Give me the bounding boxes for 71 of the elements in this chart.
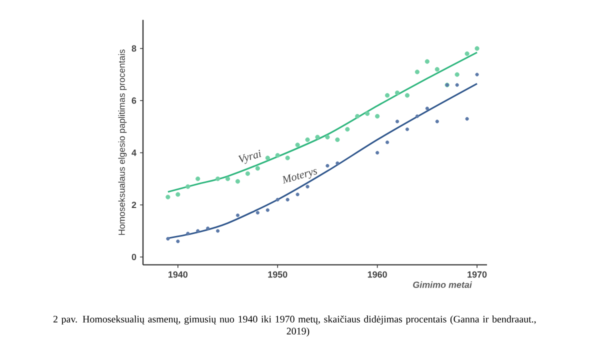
point xyxy=(395,120,400,124)
point xyxy=(345,126,350,132)
point xyxy=(376,150,380,155)
point xyxy=(265,156,270,160)
x-axis-title: Gimimo metai xyxy=(413,281,472,288)
point xyxy=(235,179,240,184)
point xyxy=(285,156,290,160)
point xyxy=(465,117,469,121)
point xyxy=(186,184,190,189)
text: Vyrai xyxy=(238,150,262,164)
point xyxy=(305,137,310,142)
y-axis-title: Homoseksualaus elgesio paplitimas procentais xyxy=(118,49,127,235)
line-series xyxy=(167,82,478,240)
text: 2 pav. Homoseksualių asmenų, gimusių nuo 1940 iki 1970 metų, skaičiaus didėjimas procentais (Ganna ir bendraaut., 2019) xyxy=(53,315,536,337)
point xyxy=(385,93,390,98)
point xyxy=(405,127,410,132)
point xyxy=(415,114,420,118)
x-tick-label: 1940 xyxy=(168,271,188,278)
point xyxy=(245,171,250,176)
point xyxy=(454,72,460,77)
point xyxy=(434,67,440,72)
point xyxy=(325,134,330,140)
point xyxy=(186,232,190,236)
point xyxy=(256,210,260,214)
point xyxy=(335,137,340,142)
y-tick-label: 4 xyxy=(132,150,136,156)
point xyxy=(236,213,240,218)
point xyxy=(206,226,210,230)
point xyxy=(425,106,429,110)
point xyxy=(424,59,430,64)
point xyxy=(375,114,380,119)
point xyxy=(166,194,170,200)
point xyxy=(404,93,410,98)
point xyxy=(255,166,260,171)
y-tick-label: 6 xyxy=(132,97,136,104)
x-tick-label: 1950 xyxy=(268,271,288,278)
point xyxy=(475,72,479,76)
point xyxy=(394,90,400,96)
point xyxy=(306,184,310,188)
point xyxy=(386,140,390,144)
point xyxy=(266,208,270,212)
point xyxy=(464,51,470,56)
x-tick-label: 1960 xyxy=(368,271,387,278)
x-tick-label: 1970 xyxy=(468,271,487,278)
point xyxy=(176,240,180,244)
point xyxy=(296,192,300,196)
point xyxy=(276,198,280,202)
y-tick-label: 8 xyxy=(132,45,136,52)
point xyxy=(336,161,340,165)
point xyxy=(435,120,439,124)
point xyxy=(355,114,360,119)
point xyxy=(176,192,180,197)
point xyxy=(215,176,220,182)
point xyxy=(166,236,170,241)
point xyxy=(326,164,330,168)
point xyxy=(275,153,280,158)
point xyxy=(295,142,300,148)
point xyxy=(196,176,200,182)
line-series xyxy=(167,52,478,193)
point xyxy=(315,134,320,140)
y-tick-label: 0 xyxy=(132,254,136,260)
point xyxy=(455,83,459,87)
point xyxy=(414,70,420,74)
point xyxy=(196,229,200,233)
text: Moterys xyxy=(282,169,318,184)
y-tick-label: 2 xyxy=(132,202,136,208)
point xyxy=(474,46,480,51)
point xyxy=(365,111,370,116)
point xyxy=(225,176,230,182)
point xyxy=(286,198,290,202)
point xyxy=(216,229,220,233)
